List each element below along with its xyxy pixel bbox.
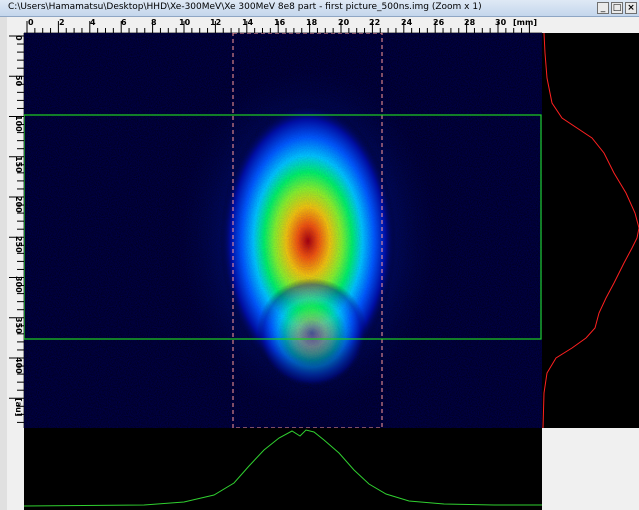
beam-image [24, 33, 542, 428]
h-ruler-label: 16 [274, 18, 286, 27]
corner-empty-panel [542, 428, 639, 510]
h-ruler-label: 14 [242, 18, 254, 27]
horizontal-profile-plot [24, 429, 542, 507]
h-ruler-ticks [26, 21, 530, 33]
maximize-icon[interactable]: □ [611, 2, 623, 14]
h-ruler-label: 28 [464, 18, 476, 27]
h-ruler-label: 20 [338, 18, 350, 27]
h-ruler-label: 24 [401, 18, 413, 27]
vertical-ruler: 0 50 100 150 200 250 300 350 400 [au] [7, 33, 24, 428]
vertical-profile-line [542, 33, 639, 428]
window-title: C:\Users\Hamamatsu\Desktop\HHD\Xe-300MeV… [8, 2, 482, 12]
vertical-profile-panel [542, 33, 639, 428]
h-ruler-label: 26 [433, 18, 445, 27]
h-ruler-label: 30 [495, 18, 507, 27]
window-titlebar[interactable]: C:\Users\Hamamatsu\Desktop\HHD\Xe-300MeV… [0, 0, 639, 17]
close-icon[interactable]: × [625, 2, 637, 14]
beam-image-canvas[interactable] [24, 33, 542, 428]
left-border [0, 17, 7, 510]
minimize-icon[interactable]: _ [597, 2, 609, 14]
h-ruler-label: 4 [90, 18, 96, 27]
roi-rectangle[interactable] [24, 114, 542, 340]
h-ruler-label: 10 [179, 18, 191, 27]
h-ruler-label: 2 [59, 18, 65, 27]
h-ruler-label: 22 [369, 18, 381, 27]
vertical-profile-plot [542, 33, 639, 428]
h-ruler-unit: [mm] [513, 18, 537, 27]
h-ruler-label: 0 [28, 18, 34, 27]
horizontal-profile-line [24, 429, 542, 507]
horizontal-profile-panel [24, 428, 542, 510]
h-ruler-label: 6 [121, 18, 127, 27]
horizontal-ruler: 0 2 4 6 8 10 12 14 16 18 20 22 24 26 28 … [24, 17, 542, 33]
h-ruler-label: 18 [306, 18, 318, 27]
projection-roi-rectangle[interactable] [232, 33, 383, 428]
image-noise-overlay [24, 33, 542, 428]
h-ruler-label: 8 [151, 18, 157, 27]
v-ruler-ticks [9, 35, 24, 423]
